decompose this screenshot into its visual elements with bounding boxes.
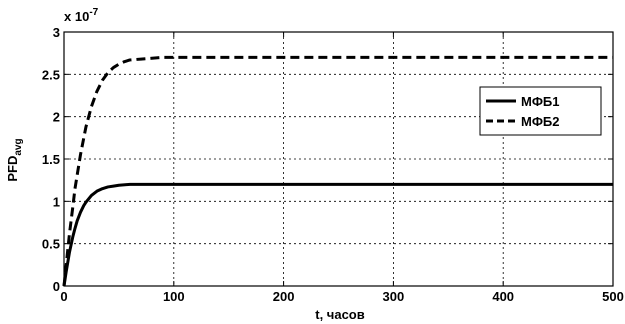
y-tick-label: 1 bbox=[53, 194, 60, 209]
x-tick-label: 500 bbox=[602, 289, 624, 304]
x-tick-label: 200 bbox=[273, 289, 295, 304]
y-multiplier-exponent: -7 bbox=[89, 7, 98, 18]
y-tick-label: 0.5 bbox=[42, 237, 60, 252]
y-axis-label: PFDavg bbox=[5, 138, 24, 181]
legend-label-mfb2: МФБ2 bbox=[521, 114, 560, 129]
axis-ticks: 0 100 200 300 400 500 0 0.5 1 1.5 2 2.5 3 bbox=[42, 25, 624, 304]
y-tick-label: 0 bbox=[53, 279, 60, 294]
y-tick-label: 1.5 bbox=[42, 152, 60, 167]
series-line-mfb2 bbox=[62, 55, 613, 287]
x-tick-label: 0 bbox=[60, 289, 67, 304]
x-tick-label: 100 bbox=[163, 289, 185, 304]
y-tick-label: 3 bbox=[53, 25, 60, 40]
y-tick-label: 2 bbox=[53, 110, 60, 125]
legend-box bbox=[479, 86, 602, 136]
y-multiplier: x 10-7 bbox=[64, 7, 99, 24]
y-axis-label-subscript: avg bbox=[13, 138, 24, 155]
x-tick-label: 300 bbox=[383, 289, 405, 304]
x-tick-label: 400 bbox=[492, 289, 514, 304]
series-group bbox=[62, 55, 613, 287]
legend-label-mfb1: МФБ1 bbox=[521, 94, 560, 109]
series-line-mfb1 bbox=[62, 182, 613, 287]
legend: МФБ1 МФБ2 bbox=[479, 86, 602, 136]
y-tick-label: 2.5 bbox=[42, 67, 60, 82]
x-axis-label: t, часов bbox=[315, 307, 365, 322]
grid bbox=[64, 32, 613, 286]
